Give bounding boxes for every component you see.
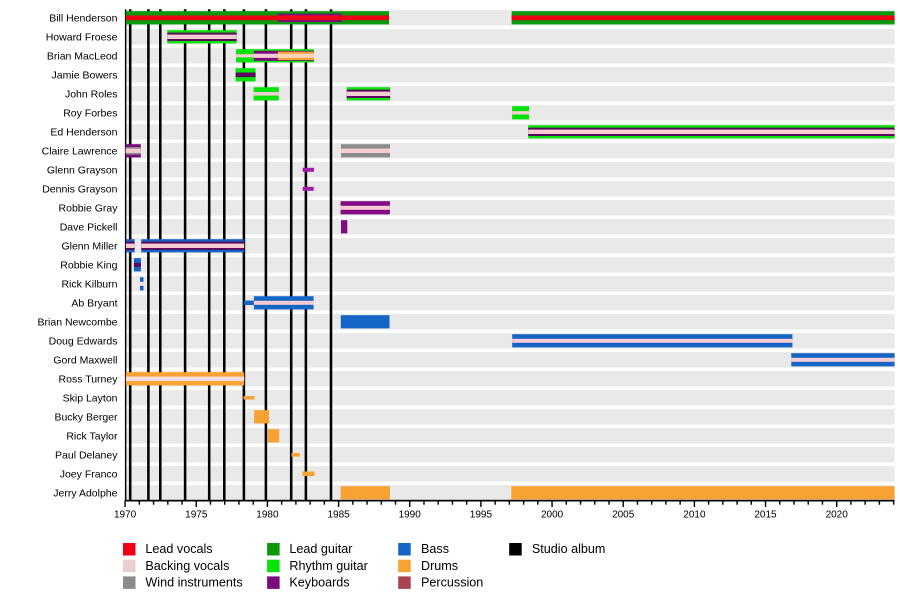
svg-text:Roy Forbes: Roy Forbes: [63, 108, 117, 120]
svg-text:Keyboards: Keyboards: [289, 576, 349, 590]
svg-text:Studio album: Studio album: [532, 542, 606, 556]
svg-text:Lead guitar: Lead guitar: [289, 542, 352, 556]
svg-text:Brian MacLeod: Brian MacLeod: [47, 51, 118, 63]
svg-text:Ed Henderson: Ed Henderson: [50, 127, 117, 139]
svg-text:Jamie Bowers: Jamie Bowers: [52, 70, 118, 82]
svg-text:Backing vocals: Backing vocals: [145, 559, 229, 573]
svg-text:Skip Layton: Skip Layton: [63, 393, 118, 405]
svg-text:Gord Maxwell: Gord Maxwell: [53, 355, 117, 367]
svg-text:Jerry Adolphe: Jerry Adolphe: [53, 488, 117, 500]
svg-text:1990: 1990: [399, 510, 422, 521]
svg-text:Wind instruments: Wind instruments: [145, 576, 242, 590]
svg-text:Ab Bryant: Ab Bryant: [71, 298, 117, 310]
svg-text:2015: 2015: [754, 510, 777, 521]
svg-text:Doug Edwards: Doug Edwards: [49, 336, 118, 348]
svg-text:Bucky Berger: Bucky Berger: [54, 412, 118, 424]
svg-text:Bass: Bass: [421, 542, 449, 556]
svg-text:Dennis Grayson: Dennis Grayson: [42, 184, 117, 196]
svg-text:Drums: Drums: [421, 559, 458, 573]
svg-text:Bill Henderson: Bill Henderson: [49, 13, 117, 25]
svg-text:Ross Turney: Ross Turney: [59, 374, 119, 386]
svg-text:Rick Taylor: Rick Taylor: [66, 431, 118, 443]
svg-text:Rick Kilburn: Rick Kilburn: [61, 279, 117, 291]
svg-text:Percussion: Percussion: [421, 576, 483, 590]
svg-text:1985: 1985: [327, 510, 350, 521]
svg-text:1975: 1975: [185, 510, 208, 521]
svg-text:Glenn Grayson: Glenn Grayson: [47, 165, 118, 177]
svg-text:2020: 2020: [826, 510, 849, 521]
svg-text:1980: 1980: [256, 510, 279, 521]
svg-text:Dave Pickell: Dave Pickell: [60, 222, 118, 234]
svg-text:Brian Newcombe: Brian Newcombe: [38, 317, 118, 329]
svg-text:Rhythm guitar: Rhythm guitar: [289, 559, 367, 573]
svg-text:John Roles: John Roles: [65, 89, 118, 101]
svg-text:Howard Froese: Howard Froese: [46, 32, 118, 44]
svg-text:Joey Franco: Joey Franco: [60, 469, 118, 481]
svg-text:Robbie King: Robbie King: [60, 260, 117, 272]
svg-text:Paul Delaney: Paul Delaney: [55, 450, 118, 462]
svg-text:2000: 2000: [541, 510, 564, 521]
svg-text:Robbie Gray: Robbie Gray: [59, 203, 119, 215]
svg-text:1995: 1995: [470, 510, 493, 521]
svg-text:Glenn Miller: Glenn Miller: [61, 241, 118, 253]
svg-text:1970: 1970: [114, 510, 137, 521]
svg-text:Lead vocals: Lead vocals: [145, 542, 212, 556]
svg-text:2010: 2010: [683, 510, 706, 521]
svg-text:2005: 2005: [612, 510, 635, 521]
svg-text:Claire Lawrence: Claire Lawrence: [42, 146, 118, 158]
